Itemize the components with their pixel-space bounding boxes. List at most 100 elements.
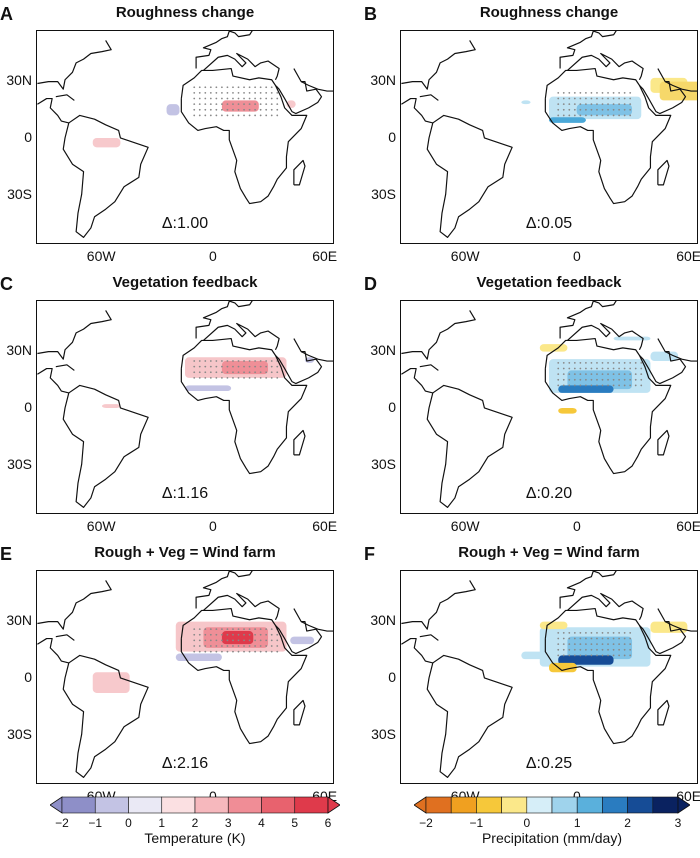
significance-dot	[585, 362, 587, 364]
significance-dot	[612, 362, 615, 364]
coastline-namerica	[401, 367, 433, 394]
significance-dot	[590, 648, 593, 651]
significance-dot	[601, 97, 604, 100]
significance-dot	[629, 97, 632, 100]
significance-dot	[590, 637, 593, 640]
panel-f: F Rough + Veg = Wind farm Δ:0.25 30N 0 30S 60W…	[364, 544, 700, 804]
significance-dot	[248, 639, 251, 642]
significance-dot	[568, 378, 571, 381]
significance-dot	[573, 373, 576, 376]
significance-dot	[557, 654, 560, 657]
significance-dot	[568, 373, 571, 376]
anomaly-patch	[558, 385, 614, 393]
significance-dot	[193, 365, 196, 368]
delta-label: Δ:0.20	[525, 485, 573, 502]
significance-dot	[226, 103, 229, 106]
significance-dot	[265, 97, 268, 100]
delta-label: Δ:2.16	[161, 755, 209, 772]
significance-dot	[204, 371, 207, 374]
significance-dot	[215, 371, 218, 374]
significance-dot	[557, 97, 560, 100]
significance-dot	[579, 108, 582, 111]
significance-dot	[640, 362, 643, 364]
coastline-africa	[180, 67, 308, 205]
significance-dot	[562, 643, 565, 646]
significance-dot	[623, 654, 626, 657]
significance-dot	[573, 114, 576, 117]
colorbar-tick: 4	[258, 816, 265, 830]
colorbar-tick: 3	[674, 816, 682, 830]
significance-dot	[204, 114, 207, 117]
coastline-arabia	[275, 68, 323, 115]
significance-dot	[232, 86, 234, 89]
significance-dot	[557, 92, 560, 94]
panel-c: C Vegetation feedback Δ:1.16 30N 0 30S 60W 0 60E	[0, 274, 337, 534]
significance-dot	[193, 377, 196, 379]
significance-dot	[585, 654, 587, 657]
significance-dot	[265, 633, 268, 636]
significance-dot	[579, 103, 582, 106]
significance-dot	[221, 114, 223, 117]
significance-dot	[237, 645, 240, 647]
significance-dot	[198, 103, 201, 106]
significance-dot	[623, 643, 626, 646]
significance-dot	[232, 645, 234, 647]
coastline-iran	[664, 81, 697, 92]
significance-dot	[601, 654, 604, 657]
significance-dot	[270, 365, 273, 368]
significance-dot	[612, 654, 615, 657]
significance-dot	[629, 643, 632, 646]
lon-label: 0	[573, 248, 581, 264]
significance-dot	[248, 377, 251, 379]
significance-dot	[590, 103, 593, 106]
anomaly-patch	[185, 385, 232, 392]
significance-dot	[579, 92, 582, 94]
significance-dot	[579, 643, 582, 646]
significance-dot	[573, 632, 576, 634]
significance-dot	[276, 645, 279, 647]
significance-dot	[629, 362, 632, 364]
significance-dot	[579, 654, 582, 657]
anomaly-patch	[539, 621, 568, 630]
significance-dot	[623, 362, 626, 364]
lat-label: 30N	[370, 612, 396, 629]
significance-dot	[618, 103, 621, 106]
significance-dot	[276, 114, 279, 117]
significance-dot	[237, 360, 240, 362]
panel-b: B Roughness change Δ:0.05 30N 0 30S 60W 0 60E	[364, 4, 700, 264]
coastline-cuba	[55, 634, 75, 641]
colorbar-segment	[627, 796, 654, 814]
significance-dot	[243, 628, 245, 631]
significance-dot	[254, 628, 257, 631]
significance-dot	[243, 103, 245, 106]
anomaly-patch	[558, 655, 614, 665]
significance-dot	[579, 648, 582, 651]
lat-label: 30N	[6, 72, 32, 89]
significance-dot	[259, 633, 262, 636]
significance-dot	[590, 367, 593, 370]
colorbar-tick: 3	[224, 816, 232, 830]
panel-e: E Rough + Veg = Wind farm Δ:2.16 30N 0 30S 60W…	[0, 544, 337, 804]
significance-dot	[573, 367, 576, 370]
colorbar-tick: 5	[291, 816, 299, 830]
significance-dot	[204, 108, 207, 111]
significance-dot	[232, 639, 234, 642]
significance-dot	[623, 103, 626, 106]
significance-dot	[629, 378, 632, 381]
coastline-samerica	[62, 114, 149, 238]
significance-dot	[232, 360, 234, 362]
significance-dot	[276, 97, 279, 100]
significance-dot	[259, 97, 262, 100]
colorbar-segment	[652, 796, 679, 814]
significance-dot	[265, 86, 268, 89]
significance-dot	[243, 92, 245, 94]
significance-dot	[585, 637, 587, 640]
significance-dot	[204, 365, 207, 368]
significance-dot	[198, 114, 201, 117]
significance-dot	[562, 637, 565, 640]
significance-dot	[221, 639, 223, 642]
significance-dot	[568, 643, 571, 646]
lat-label: 0	[24, 668, 32, 685]
lat-label: 0	[388, 398, 396, 415]
significance-dot	[204, 633, 207, 636]
